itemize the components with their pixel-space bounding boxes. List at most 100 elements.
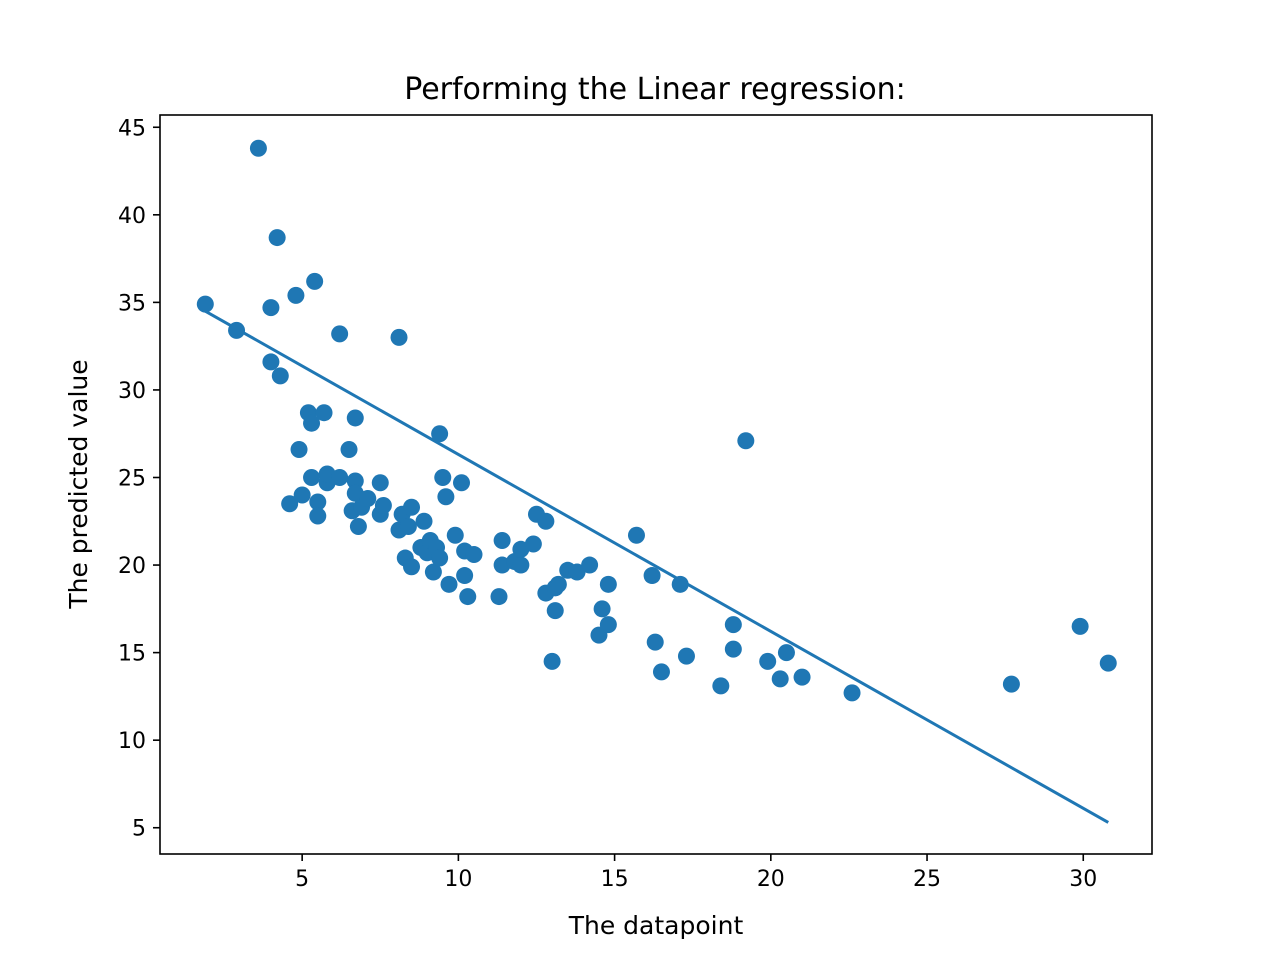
y-tick-label: 15: [118, 642, 146, 667]
scatter-point: [465, 546, 483, 564]
scatter-point: [281, 495, 299, 513]
scatter-point: [268, 229, 286, 247]
scatter-point: [737, 432, 755, 450]
scatter-point: [346, 472, 364, 490]
scatter-point: [403, 558, 421, 576]
scatter-point: [643, 567, 661, 585]
scatter-point: [712, 677, 730, 695]
x-tick-label: 30: [1069, 867, 1097, 892]
y-tick-label: 40: [118, 204, 146, 229]
scatter-point: [581, 556, 599, 574]
scatter-point: [843, 684, 861, 702]
scatter-point: [459, 588, 477, 606]
scatter-point: [1099, 654, 1117, 672]
x-tick-label: 10: [444, 867, 472, 892]
scatter-point: [677, 647, 695, 665]
y-tick-label: 25: [118, 466, 146, 491]
scatter-point: [549, 575, 567, 593]
scatter-point: [437, 488, 455, 506]
scatter-point: [262, 353, 280, 371]
scatter-point: [424, 563, 442, 581]
scatter-point: [593, 600, 611, 618]
regression-line: [204, 309, 1109, 824]
y-axis-label: The predicted value: [64, 359, 93, 609]
x-tick-label: 5: [295, 867, 309, 892]
scatter-point: [440, 575, 458, 593]
scatter-point: [759, 652, 777, 670]
x-axis-ticks: 5 10 15 20 25 30: [295, 854, 1097, 892]
y-tick-label: 10: [118, 729, 146, 754]
x-axis-label: The datapoint: [568, 911, 744, 940]
y-axis-ticks: 5 10 15 20 25 30 35 40 45: [118, 116, 160, 842]
scatter-point: [599, 575, 617, 593]
scatter-point: [306, 272, 324, 290]
scatter-point: [290, 440, 308, 458]
scatter-point: [271, 367, 289, 385]
y-tick-label: 35: [118, 291, 146, 316]
scatter-point: [390, 328, 408, 346]
scatter-point: [724, 640, 742, 658]
x-tick-label: 25: [913, 867, 941, 892]
scatter-point: [315, 404, 333, 422]
scatter-point: [399, 518, 417, 536]
scatter-point: [303, 468, 321, 486]
scatter-point: [546, 602, 564, 620]
scatter-point: [431, 549, 449, 567]
scatter-point: [537, 512, 555, 530]
scatter-point: [512, 556, 530, 574]
scatter-point: [228, 321, 246, 339]
y-tick-label: 5: [132, 817, 146, 842]
scatter-point: [415, 512, 433, 530]
scatter-point: [627, 526, 645, 544]
scatter-point: [309, 493, 327, 511]
scatter-point: [568, 563, 586, 581]
scatter-point: [293, 486, 311, 504]
scatter-point: [346, 409, 364, 427]
scatter-point: [777, 644, 795, 662]
scatter-point: [1071, 617, 1089, 635]
y-tick-label: 20: [118, 554, 146, 579]
chart-title: Performing the Linear regression:: [404, 72, 906, 107]
regression-line-layer: [204, 309, 1109, 824]
scatter-point: [456, 567, 474, 585]
scatter-points-layer: [196, 139, 1117, 702]
plot-frame: [159, 114, 1153, 855]
y-tick-label: 30: [118, 379, 146, 404]
scatter-point: [249, 139, 267, 157]
scatter-point: [403, 498, 421, 516]
scatter-point: [331, 325, 349, 343]
scatter-point: [490, 588, 508, 606]
x-tick-label: 20: [757, 867, 785, 892]
scatter-point: [543, 652, 561, 670]
scatter-point: [771, 670, 789, 688]
scatter-point: [287, 286, 305, 304]
scatter-point: [434, 468, 452, 486]
scatter-point: [453, 474, 471, 492]
scatter-point: [599, 616, 617, 634]
scatter-point: [671, 575, 689, 593]
scatter-point: [303, 414, 321, 432]
scatter-point: [196, 295, 214, 313]
scatter-point: [374, 497, 392, 515]
plot-area: 5 10 15 20 25 30 35 40 45 5 10 15 20 25 30: [118, 114, 1153, 892]
scatter-point: [724, 616, 742, 634]
scatter-point: [371, 474, 389, 492]
scatter-point: [652, 663, 670, 681]
scatter-point: [331, 468, 349, 486]
scatter-point: [1002, 675, 1020, 693]
scatter-point: [309, 507, 327, 525]
scatter-point: [431, 425, 449, 443]
scatter-point: [349, 518, 367, 536]
scatter-point: [493, 532, 511, 550]
scatter-point: [524, 535, 542, 553]
scatter-point: [340, 440, 358, 458]
scatter-point: [359, 490, 377, 508]
scatter-point: [262, 299, 280, 317]
x-tick-label: 15: [601, 867, 629, 892]
scatter-point: [793, 668, 811, 686]
scatter-point: [646, 633, 664, 651]
y-tick-label: 45: [118, 116, 146, 141]
scatter-point: [446, 526, 464, 544]
